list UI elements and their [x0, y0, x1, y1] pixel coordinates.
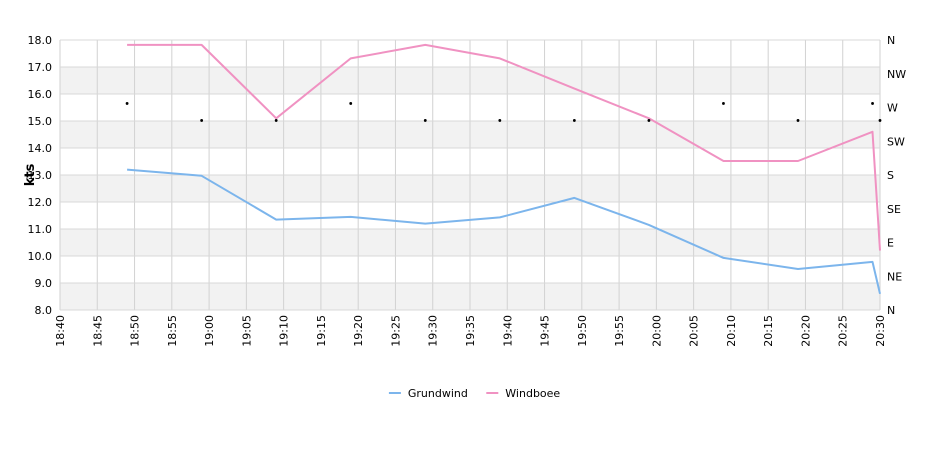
legend-label: Windboee: [505, 387, 560, 400]
y-tick-label: 12.0: [28, 196, 53, 209]
x-tick-label: 19:00: [203, 315, 216, 347]
x-tick-label: 20:05: [688, 315, 701, 347]
direction-marker: [722, 102, 725, 105]
x-axis-tick-labels: 18:40 18:45 18:50 18:55 19:00 19:05 19:10 19:15…: [54, 315, 887, 347]
x-tick-label: 19:45: [539, 315, 552, 347]
x-tick-label: 20:15: [762, 315, 775, 347]
x-tick-label: 20:25: [837, 315, 850, 347]
legend-label: Grundwind: [408, 387, 468, 400]
x-tick-label: 20:10: [725, 315, 738, 347]
direction-marker: [572, 119, 576, 122]
direction-marker: [498, 119, 502, 122]
y2-tick-label: SE: [887, 203, 901, 216]
y2-tick-label: N: [887, 304, 895, 317]
y2-tick-label: NW: [887, 68, 906, 81]
legend: Grundwind Windboee: [388, 387, 560, 400]
y-axis-tick-labels: 8.0 9.0 10.0 11.0 12.0 13.0 14.0 15.0 16.0 17.0 18…: [28, 34, 53, 317]
x-tick-label: 20:00: [650, 315, 663, 347]
series-line-grundwind: [127, 168, 881, 295]
y-tick-label: 18.0: [28, 34, 53, 47]
y-tick-label: 11.0: [28, 223, 53, 236]
x-tick-label: 19:40: [501, 315, 514, 347]
y-axis-label: kts: [23, 163, 38, 186]
x-tick-label: 20:20: [799, 315, 812, 347]
y-tick-label: 14.0: [28, 142, 53, 155]
direction-marker: [796, 119, 800, 122]
y2-tick-label: SW: [887, 135, 905, 148]
y-tick-label: 16.0: [28, 88, 53, 101]
x-tick-label: 19:35: [464, 315, 477, 347]
y2-tick-label: S: [887, 169, 894, 182]
series-line-windboee: [127, 43, 881, 251]
y2-tick-label: N: [887, 34, 895, 47]
x-tick-label: 18:55: [166, 315, 179, 347]
x-tick-label: 18:50: [129, 315, 142, 347]
direction-marker: [274, 119, 278, 122]
y-tick-label: 15.0: [28, 115, 53, 128]
horizontal-gridlines: [60, 39, 880, 311]
y2-tick-label: E: [887, 237, 894, 250]
y-tick-label: 8.0: [35, 304, 53, 317]
direction-marker: [200, 119, 204, 122]
y2-tick-label: NE: [887, 270, 902, 283]
y-tick-label: 13.0: [28, 169, 53, 182]
direction-markers: [125, 102, 882, 122]
x-tick-label: 19:50: [576, 315, 589, 347]
y2-tick-label: W: [887, 102, 898, 115]
direction-marker: [647, 119, 651, 122]
x-tick-label: 18:40: [54, 315, 67, 347]
direction-marker: [871, 102, 874, 105]
direction-marker: [878, 119, 882, 122]
x-tick-label: 19:10: [278, 315, 291, 347]
x-tick-label: 18:45: [91, 315, 104, 347]
x-tick-label: 19:25: [389, 315, 402, 347]
x-tick-label: 19:05: [240, 315, 253, 347]
secondary-y-axis-tick-labels: N NE E SE S SW W NW N: [887, 34, 906, 317]
series-lines: [127, 43, 881, 295]
y-tick-label: 9.0: [35, 277, 53, 290]
y-tick-label: 17.0: [28, 61, 53, 74]
x-tick-label: 19:15: [315, 315, 328, 347]
x-tick-label: 19:55: [613, 315, 626, 347]
y-tick-label: 10.0: [28, 250, 53, 263]
direction-marker: [423, 119, 427, 122]
direction-marker: [125, 102, 129, 105]
direction-marker: [349, 102, 353, 105]
x-tick-label: 19:30: [427, 315, 440, 347]
x-tick-label: 20:30: [874, 315, 887, 347]
x-tick-label: 19:20: [352, 315, 365, 347]
